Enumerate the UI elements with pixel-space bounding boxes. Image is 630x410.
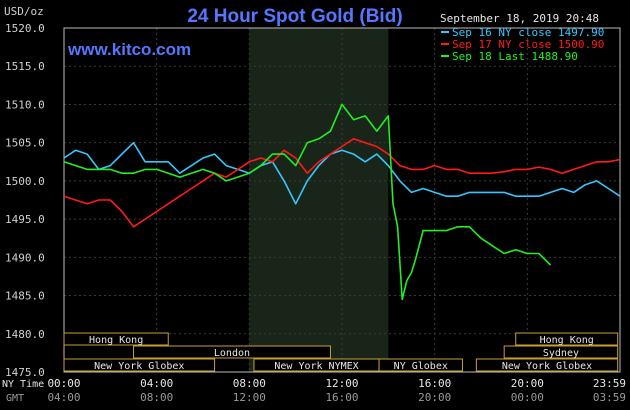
x-tick-label-gmt: 04:00 (47, 391, 80, 404)
session-box (378, 358, 463, 372)
legend-entry: Sep 17 NY close 1500.90 (452, 38, 604, 51)
session-label: Sydney (543, 348, 579, 359)
website-url: www.kitco.com (67, 40, 191, 59)
x-row-label-gmt: GMT (6, 393, 24, 404)
x-axis-ticks: 00:0004:0004:0008:0008:0012:0012:0016:00… (47, 377, 626, 404)
session-box (133, 345, 331, 359)
y-tick-label: 1490.0 (5, 251, 45, 264)
y-axis-unit-label: USD/oz (4, 5, 44, 18)
x-tick-label-gmt: 12:00 (233, 391, 266, 404)
x-tick-label-ny: 20:00 (511, 377, 544, 390)
x-tick-label-ny: 00:00 (47, 377, 80, 390)
x-tick-label-ny: 16:00 (418, 377, 451, 390)
y-tick-label: 1505.0 (5, 137, 45, 150)
series-sep18-line (63, 103, 552, 301)
x-tick-label-ny: 04:00 (140, 377, 173, 390)
shaded-session-region (249, 28, 389, 372)
series-layer (63, 103, 621, 301)
y-tick-label: 1500.0 (5, 175, 45, 188)
session-box (475, 358, 619, 372)
y-tick-label: 1510.0 (5, 98, 45, 111)
session-label: New York NYMEX (274, 361, 358, 372)
legend-entry: Sep 18 Last 1488.90 (452, 50, 578, 63)
y-tick-label: 1495.0 (5, 213, 45, 226)
session-label: NY Globex (394, 361, 448, 372)
session-label: London (214, 348, 250, 359)
x-tick-label-ny: 08:00 (233, 377, 266, 390)
y-tick-label: 1515.0 (5, 60, 45, 73)
y-tick-label: 1485.0 (5, 290, 45, 303)
chart-timestamp: September 18, 2019 20:48 (440, 12, 599, 25)
x-tick-label-gmt: 20:00 (418, 391, 451, 404)
y-tick-label: 1475.0 (5, 366, 45, 379)
series-sep17-line (63, 138, 621, 228)
series-sep16-line (63, 141, 621, 205)
y-axis-ticks: 1520.0 1515.0 1510.0 1505.0 1500.0 1495.0 1490… (5, 22, 45, 379)
session-box (503, 345, 619, 359)
plot-border (63, 27, 621, 373)
session-label: Hong Kong (540, 335, 594, 346)
session-box (63, 332, 169, 346)
trading-sessions: Hong Kong Hong Kong London Sydney New York G… (63, 332, 619, 372)
y-tick-label: 1480.0 (5, 328, 45, 341)
x-row-label-ny: NY Time (2, 379, 44, 390)
session-label: New York Globex (94, 361, 184, 372)
x-tick-label-gmt: 08:00 (140, 391, 173, 404)
session-label: New York Globex (502, 361, 592, 372)
x-tick-label-gmt: 16:00 (325, 391, 358, 404)
session-label: Hong Kong (89, 335, 143, 346)
x-tick-label-gmt: 00:00 (511, 391, 544, 404)
x-tick-label-gmt: 03:59 (593, 391, 626, 404)
x-tick-label-ny: 23:59 (593, 377, 626, 390)
x-tick-label-ny: 12:00 (325, 377, 358, 390)
legend-entry: Sep 16 NY close 1497.90 (452, 26, 604, 39)
chart-title: 24 Hour Spot Gold (Bid) (187, 6, 402, 27)
session-box (63, 358, 216, 372)
y-tick-label: 1520.0 (5, 22, 45, 35)
session-box (515, 332, 619, 346)
